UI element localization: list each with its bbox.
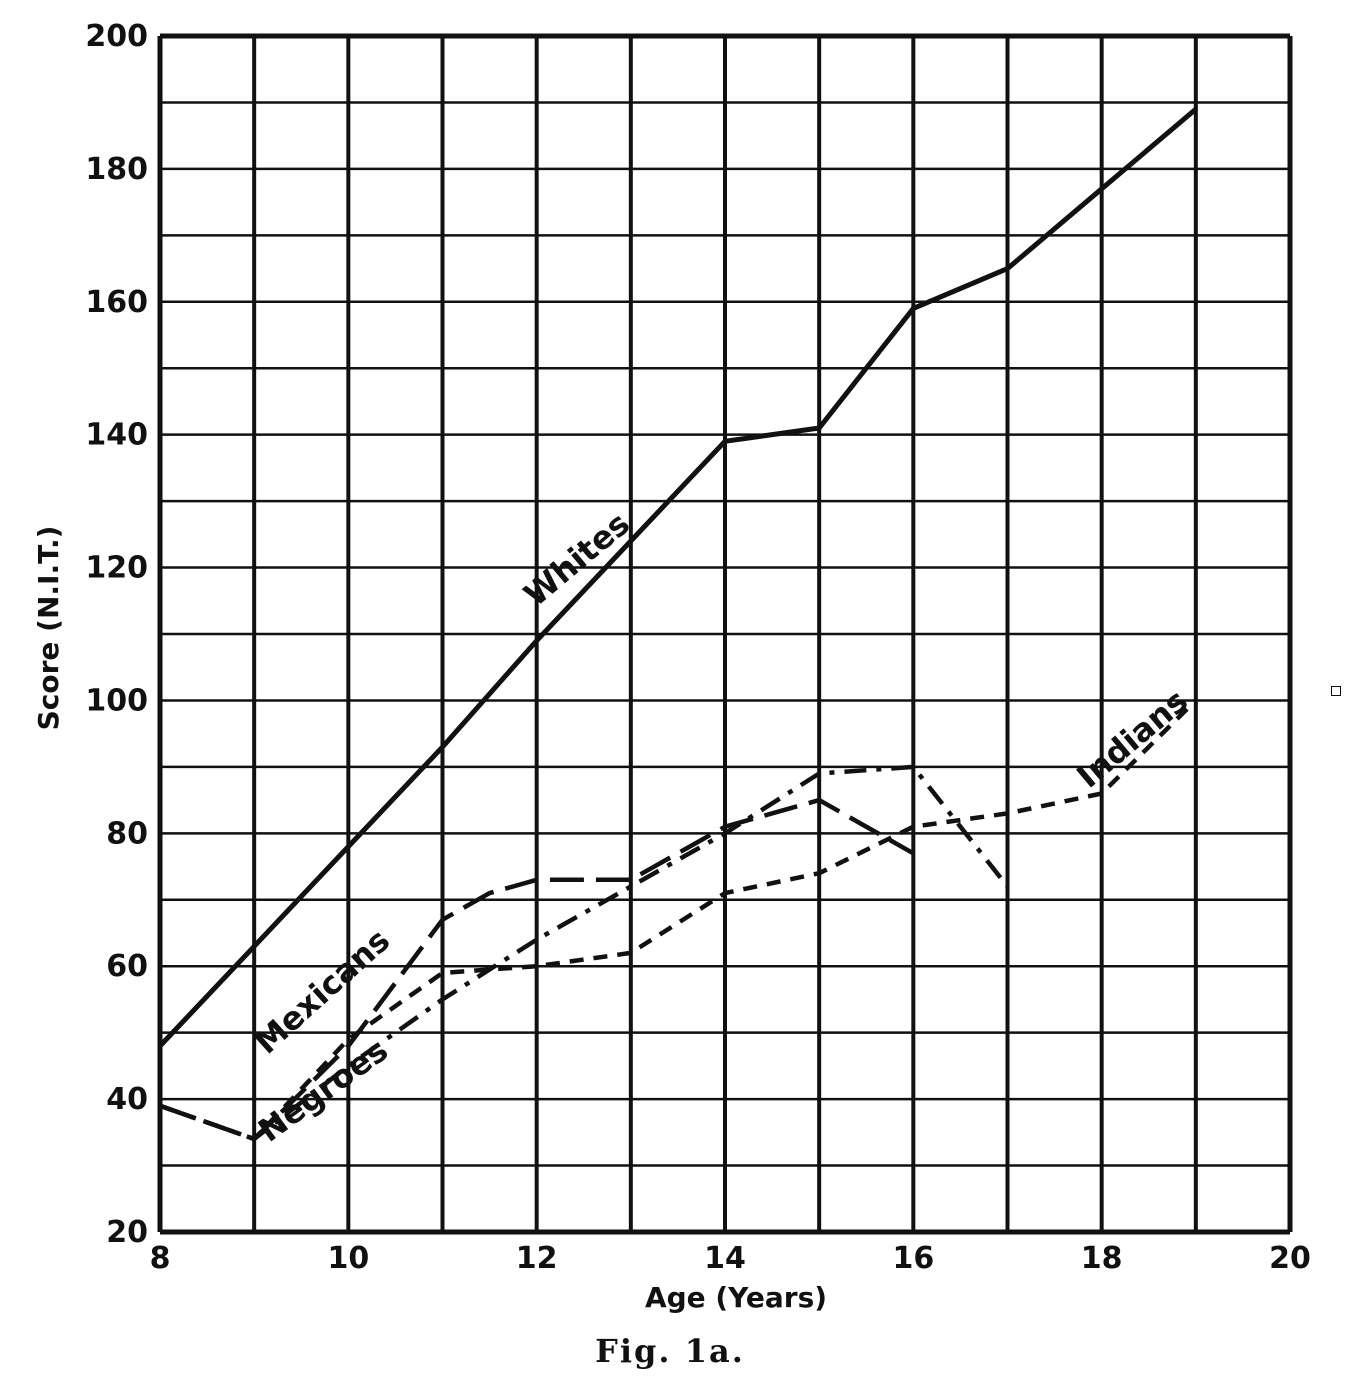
- series-line-whites: [158, 107, 1198, 1048]
- y-tick-label: 60: [106, 949, 148, 984]
- y-tick-label: 40: [106, 1082, 148, 1117]
- x-axis-title: Age (Years): [645, 1281, 827, 1314]
- checkbox-mark: [1331, 686, 1341, 696]
- y-tick-label: 180: [85, 152, 148, 187]
- series-label-indians: Indians: [1069, 682, 1195, 796]
- series-line-indians: [159, 698, 1198, 1142]
- chart-series: [158, 107, 1198, 1142]
- figure-caption: Fig. 1a.: [595, 1332, 745, 1370]
- y-tick-label: 120: [85, 551, 148, 586]
- y-axis-title: Score (N.I.T.): [32, 526, 65, 731]
- x-tick-label: 20: [1269, 1241, 1311, 1276]
- x-tick-label: 14: [704, 1241, 746, 1276]
- series-line-negroes: [159, 764, 1010, 1142]
- y-tick-label: 200: [85, 19, 148, 54]
- x-axis-ticks: 8 10 12 14 16 18 20: [150, 1241, 1311, 1276]
- y-axis-ticks: 20 40 60 80 100 120 140 160 180 200: [85, 19, 148, 1250]
- y-tick-label: 20: [106, 1215, 148, 1250]
- y-tick-label: 80: [106, 816, 148, 851]
- x-tick-label: 12: [516, 1241, 558, 1276]
- x-tick-label: 8: [150, 1241, 171, 1276]
- x-tick-label: 18: [1081, 1241, 1123, 1276]
- x-tick-label: 16: [892, 1241, 934, 1276]
- x-tick-label: 10: [327, 1241, 369, 1276]
- y-tick-label: 140: [85, 418, 148, 453]
- chart-grid: [157, 33, 1293, 1235]
- y-tick-label: 100: [85, 683, 148, 718]
- series-line-mexicans: [159, 797, 915, 1142]
- y-tick-label: 160: [85, 285, 148, 320]
